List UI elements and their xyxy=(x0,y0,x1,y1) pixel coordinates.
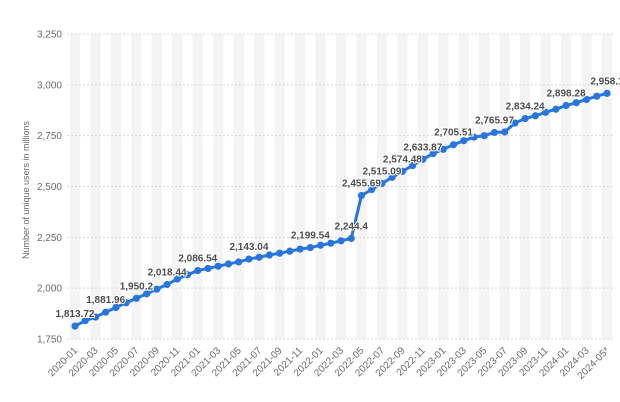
data-point xyxy=(572,99,580,107)
data-label: 2,143.04 xyxy=(229,242,268,253)
data-point xyxy=(460,137,468,145)
y-axis-label: Number of unique users in millions xyxy=(21,120,31,259)
background-band xyxy=(397,34,408,339)
data-point xyxy=(409,161,417,170)
y-tick-label: 3,000 xyxy=(37,80,62,91)
data-point xyxy=(81,317,89,325)
y-tick-label: 1,750 xyxy=(37,335,62,346)
data-point xyxy=(316,241,325,249)
data-point xyxy=(71,322,79,330)
data-point xyxy=(102,308,110,316)
background-band xyxy=(560,34,572,339)
data-point xyxy=(398,167,406,175)
data-labels: 1,813.72 1,881.96 1,950.2 2,018.44 2,086.54 2… xyxy=(55,75,620,321)
data-point xyxy=(153,285,161,293)
data-point xyxy=(347,234,355,243)
y-tick-label: 3,250 xyxy=(37,30,62,41)
background-band xyxy=(172,34,183,339)
data-point xyxy=(603,89,611,97)
data-point xyxy=(429,149,437,158)
y-axis-ticks: 1,750 2,000 2,250 2,500 2,750 3,000 3,250 xyxy=(37,30,62,346)
data-point xyxy=(296,245,304,253)
data-point xyxy=(531,112,539,120)
data-point xyxy=(91,313,100,321)
data-point xyxy=(235,258,243,266)
grid-lines xyxy=(67,33,615,340)
data-label: 2,244.4 xyxy=(335,221,369,232)
data-label: 2,018.44 xyxy=(148,267,187,278)
data-point xyxy=(419,155,427,163)
data-point xyxy=(582,95,591,104)
data-label: 2,086.54 xyxy=(178,254,217,265)
data-point xyxy=(490,128,499,137)
data-point xyxy=(173,275,181,283)
y-tick-label: 2,750 xyxy=(37,131,62,142)
background-band xyxy=(192,34,203,339)
data-point xyxy=(449,141,458,149)
data-label: 2,633.87 xyxy=(403,142,442,153)
data-point xyxy=(552,105,560,113)
data-point xyxy=(112,303,120,312)
data-point xyxy=(470,133,478,141)
data-point xyxy=(357,191,366,200)
data-point xyxy=(214,262,222,270)
data-point xyxy=(122,299,130,307)
y-tick-label: 2,250 xyxy=(37,233,62,244)
data-point xyxy=(480,132,488,140)
data-point xyxy=(378,179,386,188)
data-label: 1,950.2 xyxy=(120,281,154,292)
data-point xyxy=(286,247,294,255)
data-label: 1,881.96 xyxy=(86,295,125,306)
data-point xyxy=(593,92,601,100)
data-point xyxy=(521,114,529,123)
y-tick-label: 2,500 xyxy=(37,182,62,193)
data-point xyxy=(204,264,212,273)
y-tick-label: 2,000 xyxy=(37,284,62,295)
data-point xyxy=(132,294,140,302)
data-point xyxy=(542,108,550,116)
data-label: 2,958.1 xyxy=(590,76,620,87)
data-label: 1,813.72 xyxy=(56,309,95,320)
data-point xyxy=(388,173,396,181)
data-point xyxy=(194,266,202,275)
data-label: 2,765.97 xyxy=(475,115,514,126)
data-point xyxy=(511,119,519,127)
data-point xyxy=(255,253,263,261)
data-points xyxy=(71,89,611,330)
data-label: 2,455.69 xyxy=(342,179,381,190)
data-point xyxy=(183,271,192,279)
data-point xyxy=(327,239,335,247)
data-label: 2,515.09 xyxy=(362,166,401,177)
data-label: 2,199.54 xyxy=(291,231,330,242)
data-point xyxy=(163,280,171,289)
data-point xyxy=(306,243,314,252)
background-band xyxy=(356,34,367,339)
data-point xyxy=(337,237,345,245)
background-band xyxy=(213,34,224,339)
background-band xyxy=(581,34,592,339)
data-point xyxy=(143,290,151,298)
x-axis-ticks: 2020-012020-032020-052020-072020-092020-… xyxy=(46,345,612,382)
data-label: 2,574.48 xyxy=(383,154,422,165)
background-band xyxy=(540,34,551,339)
data-point xyxy=(276,249,284,257)
data-point xyxy=(368,185,376,194)
data-point xyxy=(562,101,570,110)
data-point xyxy=(245,255,253,263)
data-point xyxy=(265,251,273,259)
background-band xyxy=(417,34,428,339)
data-label: 2,834.24 xyxy=(506,102,545,113)
data-label: 2,898.28 xyxy=(547,89,586,100)
data-point xyxy=(439,145,447,153)
background-band xyxy=(233,34,244,339)
data-point xyxy=(501,128,509,136)
data-point xyxy=(224,260,233,268)
background-band xyxy=(520,34,531,339)
data-label: 2,705.51 xyxy=(434,128,473,139)
